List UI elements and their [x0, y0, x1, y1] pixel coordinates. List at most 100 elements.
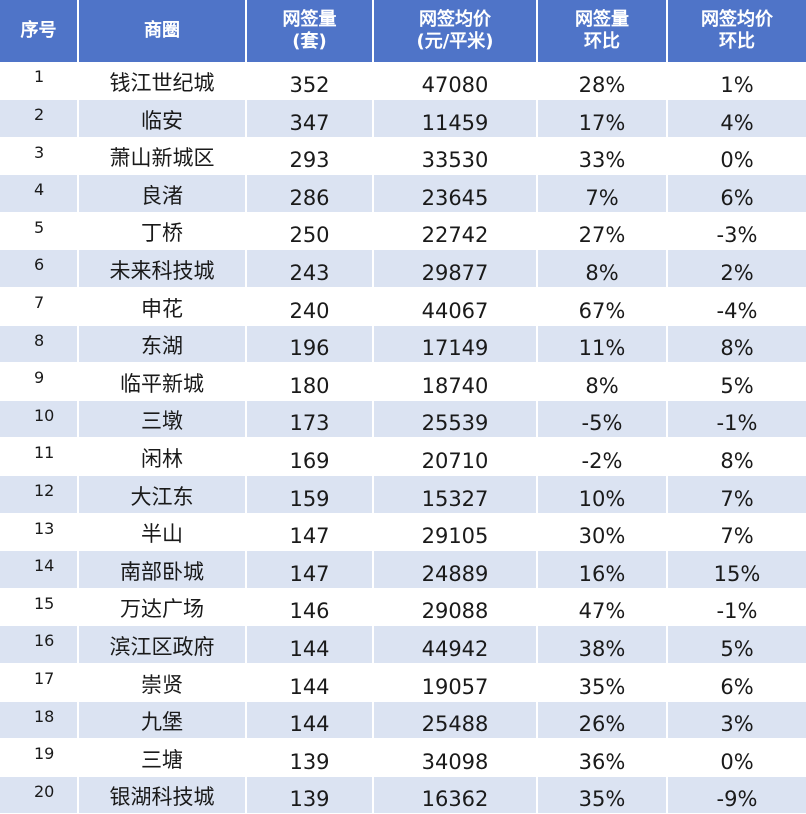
cell-price: 17149	[373, 325, 538, 364]
cell-index: 7	[0, 287, 79, 326]
cell-volume-mom: 26%	[537, 701, 668, 740]
cell-volume: 144	[246, 663, 374, 702]
cell-area: 滨江区政府	[78, 625, 247, 664]
table-row: 19 三塘 139 34098 36% 0%	[0, 738, 806, 777]
header-volume-line2: (套)	[292, 31, 327, 52]
cell-volume-mom: 8%	[537, 249, 668, 289]
cell-price-mom: -4%	[667, 287, 806, 326]
cell-index: 6	[0, 249, 79, 289]
cell-index: 18	[0, 701, 79, 740]
cell-volume-mom: 35%	[537, 663, 668, 702]
cell-volume: 147	[246, 550, 374, 589]
header-price-mom-line2: 环比	[719, 31, 755, 52]
cell-volume: 352	[246, 62, 374, 101]
cell-index: 14	[0, 550, 79, 589]
cell-price-mom: 6%	[667, 663, 806, 702]
cell-area: 万达广场	[78, 588, 247, 627]
cell-price: 15327	[373, 475, 538, 514]
header-price-line1: 网签均价	[419, 9, 491, 30]
cell-volume: 196	[246, 325, 374, 364]
cell-price-mom: 8%	[667, 437, 806, 477]
header-price-mom: 网签均价 环比	[667, 0, 806, 62]
cell-area: 申花	[78, 287, 247, 326]
cell-area: 未来科技城	[78, 249, 247, 289]
cell-volume: 250	[246, 212, 374, 251]
cell-price-mom: 7%	[667, 475, 806, 514]
cell-index: 1	[0, 62, 79, 101]
cell-price: 29877	[373, 249, 538, 289]
cell-volume: 347	[246, 99, 374, 138]
cell-price-mom: 6%	[667, 174, 806, 213]
header-volume-mom: 网签量 环比	[537, 0, 668, 62]
cell-price: 29088	[373, 588, 538, 627]
cell-volume-mom: 47%	[537, 588, 668, 627]
header-index: 序号	[0, 0, 79, 62]
cell-volume-mom: 16%	[537, 550, 668, 589]
cell-price: 25488	[373, 701, 538, 740]
cell-volume-mom: 17%	[537, 99, 668, 138]
cell-index: 5	[0, 212, 79, 251]
cell-area: 银湖科技城	[78, 776, 247, 814]
table-row: 5 丁桥 250 22742 27% -3%	[0, 212, 806, 251]
cell-volume-mom: 27%	[537, 212, 668, 251]
cell-area: 半山	[78, 513, 247, 552]
table-row: 1 钱江世纪城 352 47080 28% 1%	[0, 62, 806, 101]
header-price-mom-line1: 网签均价	[701, 9, 773, 30]
cell-volume-mom: 35%	[537, 776, 668, 814]
cell-price-mom: 2%	[667, 249, 806, 289]
cell-price-mom: 0%	[667, 137, 806, 176]
cell-volume-mom: 67%	[537, 287, 668, 326]
cell-volume: 159	[246, 475, 374, 514]
cell-volume: 139	[246, 776, 374, 814]
table-row: 17 崇贤 144 19057 35% 6%	[0, 663, 806, 702]
cell-price: 11459	[373, 99, 538, 138]
header-price-line2: (元/平米)	[416, 31, 494, 52]
cell-index: 12	[0, 475, 79, 514]
cell-price: 20710	[373, 437, 538, 477]
cell-price: 47080	[373, 62, 538, 101]
cell-price-mom: -9%	[667, 776, 806, 814]
table-row: 2 临安 347 11459 17% 4%	[0, 99, 806, 138]
table-row: 16 滨江区政府 144 44942 38% 5%	[0, 625, 806, 664]
cell-price-mom: 1%	[667, 62, 806, 101]
cell-volume-mom: 7%	[537, 174, 668, 213]
cell-index: 19	[0, 738, 79, 777]
cell-index: 8	[0, 325, 79, 364]
cell-index: 11	[0, 437, 79, 477]
header-index-line1: 序号	[20, 20, 57, 41]
cell-index: 16	[0, 625, 79, 664]
cell-price: 19057	[373, 663, 538, 702]
cell-price: 23645	[373, 174, 538, 213]
cell-volume-mom: 11%	[537, 325, 668, 364]
cell-volume-mom: -5%	[537, 400, 668, 439]
cell-price: 16362	[373, 776, 538, 814]
table-row: 18 九堡 144 25488 26% 3%	[0, 701, 806, 740]
table-header: 序号 商圈 网签量 (套) 网签均价 (元/平米) 网签量 环比	[0, 0, 806, 62]
cell-price-mom: 3%	[667, 701, 806, 740]
cell-area: 萧山新城区	[78, 137, 247, 176]
cell-volume: 240	[246, 287, 374, 326]
cell-index: 2	[0, 99, 79, 138]
table-row: 12 大江东 159 15327 10% 7%	[0, 475, 806, 514]
cell-price: 18740	[373, 362, 538, 401]
cell-price: 25539	[373, 400, 538, 439]
cell-volume-mom: 38%	[537, 625, 668, 664]
cell-volume-mom: 33%	[537, 137, 668, 176]
cell-area: 三塘	[78, 738, 247, 777]
cell-area: 九堡	[78, 701, 247, 740]
header-area-line1: 商圈	[144, 20, 180, 41]
table-row: 6 未来科技城 243 29877 8% 2%	[0, 249, 806, 289]
table-row: 3 萧山新城区 293 33530 33% 0%	[0, 137, 806, 176]
cell-volume: 293	[246, 137, 374, 176]
table-row: 20 银湖科技城 139 16362 35% -9%	[0, 776, 806, 814]
cell-volume: 139	[246, 738, 374, 777]
header-price: 网签均价 (元/平米)	[373, 0, 538, 62]
cell-price: 44942	[373, 625, 538, 664]
cell-index: 9	[0, 362, 79, 401]
cell-volume: 144	[246, 701, 374, 740]
table-row: 11 闲林 169 20710 -2% 8%	[0, 437, 806, 477]
cell-index: 4	[0, 174, 79, 213]
cell-area: 三墩	[78, 400, 247, 439]
